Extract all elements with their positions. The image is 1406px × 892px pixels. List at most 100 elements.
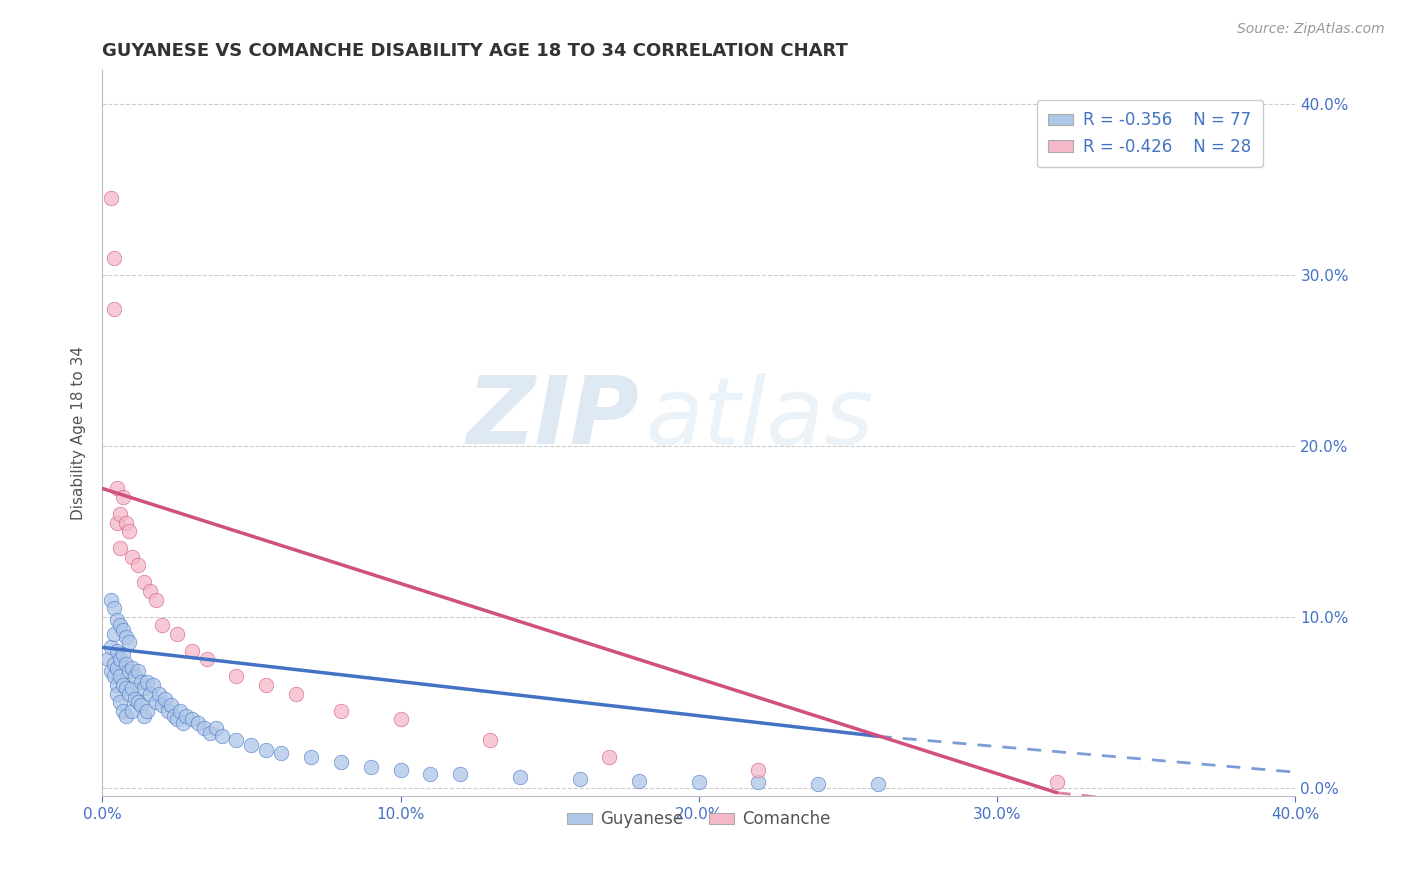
Point: [254, 678, 277, 692]
Point: [187, 715, 209, 730]
Point: [121, 704, 143, 718]
Point: [103, 601, 125, 615]
Point: [193, 721, 215, 735]
Point: [129, 674, 152, 689]
Point: [103, 669, 125, 683]
Point: [166, 626, 188, 640]
Point: [159, 698, 181, 713]
Point: [163, 708, 186, 723]
Point: [136, 704, 159, 718]
Point: [112, 624, 135, 638]
Point: [270, 747, 292, 761]
Point: [108, 669, 131, 683]
Point: [105, 482, 128, 496]
Point: [153, 691, 176, 706]
Point: [509, 770, 531, 784]
Point: [112, 490, 135, 504]
Point: [254, 743, 277, 757]
Point: [124, 669, 146, 683]
Point: [807, 777, 830, 791]
Point: [103, 657, 125, 672]
Point: [118, 687, 141, 701]
Point: [108, 652, 131, 666]
Point: [479, 732, 502, 747]
Point: [139, 687, 162, 701]
Point: [598, 749, 620, 764]
Text: Source: ZipAtlas.com: Source: ZipAtlas.com: [1237, 22, 1385, 37]
Point: [115, 630, 138, 644]
Point: [329, 755, 352, 769]
Point: [419, 767, 441, 781]
Point: [136, 674, 159, 689]
Point: [115, 657, 138, 672]
Point: [132, 708, 155, 723]
Point: [198, 726, 221, 740]
Point: [240, 738, 263, 752]
Point: [127, 695, 149, 709]
Text: GUYANESE VS COMANCHE DISABILITY AGE 18 TO 34 CORRELATION CHART: GUYANESE VS COMANCHE DISABILITY AGE 18 T…: [103, 42, 848, 60]
Point: [112, 647, 135, 661]
Point: [103, 626, 125, 640]
Point: [204, 721, 226, 735]
Point: [142, 678, 165, 692]
Point: [115, 516, 138, 530]
Point: [118, 665, 141, 679]
Point: [108, 507, 131, 521]
Point: [124, 691, 146, 706]
Point: [449, 767, 471, 781]
Point: [121, 661, 143, 675]
Point: [97, 652, 120, 666]
Point: [105, 661, 128, 675]
Point: [172, 715, 194, 730]
Point: [211, 729, 233, 743]
Point: [1046, 775, 1069, 789]
Point: [145, 695, 167, 709]
Point: [108, 541, 131, 556]
Point: [156, 704, 179, 718]
Point: [195, 652, 218, 666]
Point: [180, 644, 202, 658]
Point: [127, 558, 149, 573]
Point: [225, 669, 247, 683]
Point: [628, 773, 651, 788]
Point: [568, 772, 591, 786]
Point: [166, 712, 188, 726]
Point: [121, 681, 143, 696]
Point: [100, 592, 122, 607]
Legend: Guyanese, Comanche: Guyanese, Comanche: [561, 804, 837, 835]
Point: [150, 698, 173, 713]
Point: [180, 712, 202, 726]
Point: [169, 704, 191, 718]
Point: [105, 613, 128, 627]
Point: [145, 592, 167, 607]
Point: [103, 301, 125, 316]
Point: [108, 695, 131, 709]
Point: [389, 764, 412, 778]
Point: [105, 516, 128, 530]
Point: [112, 704, 135, 718]
Point: [103, 251, 125, 265]
Point: [747, 775, 769, 789]
Text: atlas: atlas: [645, 373, 873, 464]
Text: ZIP: ZIP: [467, 372, 640, 465]
Point: [121, 549, 143, 564]
Point: [148, 687, 170, 701]
Point: [132, 575, 155, 590]
Point: [285, 687, 308, 701]
Y-axis label: Disability Age 18 to 34: Disability Age 18 to 34: [72, 346, 86, 520]
Point: [299, 749, 322, 764]
Point: [105, 644, 128, 658]
Point: [127, 665, 149, 679]
Point: [360, 760, 382, 774]
Point: [115, 708, 138, 723]
Point: [132, 681, 155, 696]
Point: [115, 681, 138, 696]
Point: [105, 687, 128, 701]
Point: [100, 191, 122, 205]
Point: [329, 704, 352, 718]
Point: [100, 665, 122, 679]
Point: [118, 524, 141, 538]
Point: [150, 618, 173, 632]
Point: [389, 712, 412, 726]
Point: [118, 635, 141, 649]
